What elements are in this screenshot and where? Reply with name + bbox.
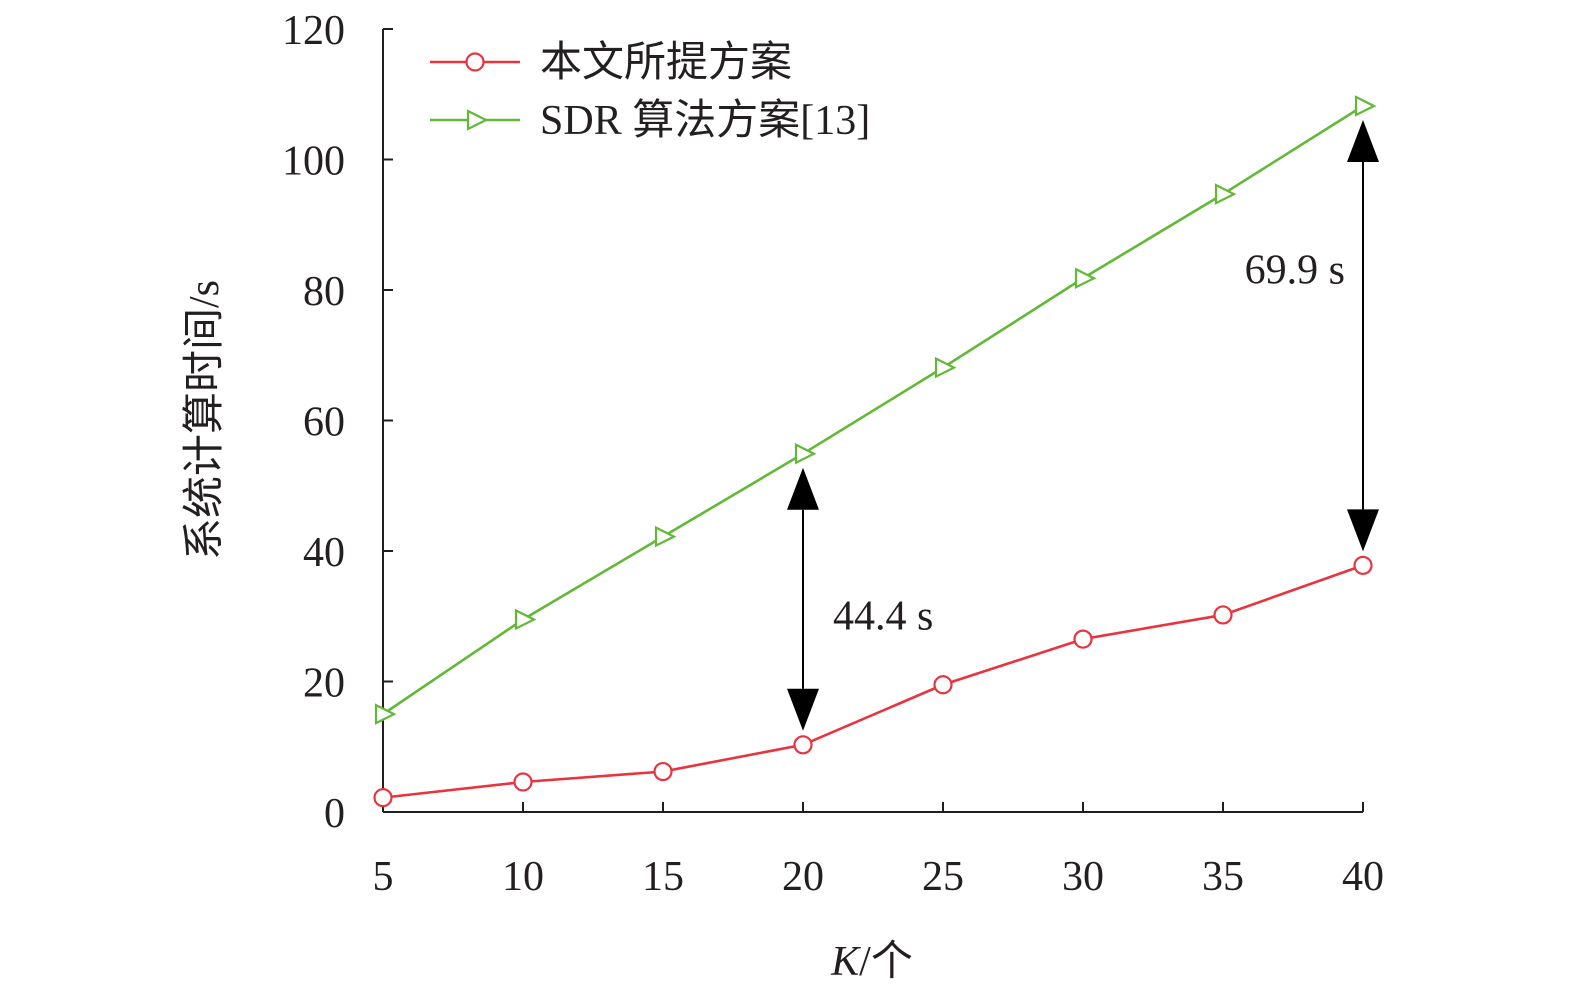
series-line: [382, 104, 1364, 716]
x-axis-label-italic: K: [830, 939, 861, 985]
legend-label: 本文所提方案: [540, 39, 792, 86]
x-axis-label-unit: /个: [859, 939, 913, 985]
series-proposed: [373, 555, 1373, 808]
y-tick-label: 100: [282, 139, 345, 185]
data-point: [1214, 183, 1237, 205]
data-point: [933, 675, 953, 695]
data-point: [1354, 95, 1377, 117]
data-point: [514, 608, 537, 631]
data-point: [1213, 605, 1233, 625]
data-point: [373, 788, 393, 808]
series-line: [382, 564, 1364, 799]
axes: [382, 29, 1363, 813]
y-tick-label: 20: [303, 661, 345, 707]
data-point: [1074, 267, 1097, 290]
x-tick-label: 20: [782, 854, 824, 900]
legend: 本文所提方案 SDR 算法方案[13]: [430, 39, 870, 144]
x-tick-label: 10: [502, 854, 544, 900]
annotation-arrowhead-down: [1347, 509, 1379, 552]
data-point: [465, 52, 485, 72]
x-axis-label: K/个: [830, 939, 913, 985]
x-tick-label: 40: [1342, 854, 1384, 900]
data-point: [374, 703, 397, 725]
legend-label: SDR 算法方案[13]: [540, 97, 870, 144]
data-point: [793, 735, 813, 755]
data-point: [466, 109, 489, 131]
x-tick-label: 30: [1062, 854, 1104, 900]
data-point: [934, 356, 957, 379]
data-point: [794, 442, 817, 465]
series-sdr: [374, 95, 1377, 725]
data-point: [653, 761, 673, 782]
annotation-arrowhead-up: [787, 467, 819, 510]
data-point: [1073, 629, 1093, 649]
annotation-label: 44.4 s: [833, 593, 933, 639]
annotation-arrowhead-down: [787, 688, 819, 731]
x-ticks: 5 10 15 20 25 30 35 40: [373, 802, 1384, 900]
y-tick-label: 80: [303, 269, 345, 315]
annotations: 44.4 s 69.9 s: [787, 119, 1379, 731]
y-axis-label: 系统计算时间/s: [182, 280, 228, 560]
x-tick-label: 15: [642, 854, 684, 900]
data-point: [654, 525, 677, 548]
y-tick-label: 60: [303, 400, 345, 446]
data-point: [1353, 555, 1373, 575]
y-tick-label: 120: [282, 8, 345, 54]
legend-item: 本文所提方案: [430, 39, 792, 86]
y-ticks: 0 20 40 60 80 100 120: [282, 8, 393, 837]
series: [373, 95, 1377, 808]
x-tick-label: 25: [922, 854, 964, 900]
annotation-arrowhead-up: [1347, 119, 1379, 162]
legend-item: SDR 算法方案[13]: [430, 97, 870, 144]
annotation-label: 69.9 s: [1245, 247, 1345, 293]
y-tick-label: 0: [324, 791, 345, 837]
x-tick-label: 5: [373, 854, 394, 900]
y-tick-label: 40: [303, 530, 345, 576]
x-tick-label: 35: [1202, 854, 1244, 900]
data-point: [513, 772, 533, 792]
